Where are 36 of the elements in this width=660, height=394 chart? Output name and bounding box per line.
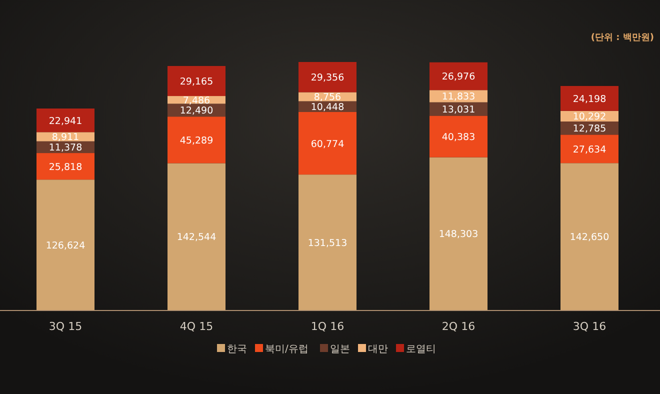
data-label: 27,634 — [572, 144, 606, 156]
data-label: 25,818 — [48, 162, 82, 173]
legend-label: 한국 — [227, 344, 247, 355]
data-label: 29,165 — [180, 76, 214, 88]
x-tick-label: 1Q 16 — [310, 320, 344, 333]
x-tick-label: 3Q 16 — [572, 320, 606, 333]
data-label: 142,650 — [570, 232, 610, 244]
data-label: 12,490 — [180, 106, 214, 117]
x-tick-label: 3Q 15 — [48, 320, 82, 333]
legend-label: 대만 — [368, 344, 388, 355]
data-label: 45,289 — [180, 135, 214, 146]
data-label: 11,378 — [48, 142, 82, 154]
data-label: 24,198 — [572, 94, 606, 105]
data-label: 22,941 — [48, 116, 82, 127]
data-label: 142,544 — [176, 232, 216, 244]
data-label: 131,513 — [308, 238, 348, 249]
data-label: 7,486 — [182, 95, 210, 106]
legend-label: 일본 — [330, 344, 350, 355]
data-label: 148,303 — [438, 229, 478, 240]
data-label: 126,624 — [46, 240, 86, 252]
data-label: 60,774 — [310, 138, 344, 150]
data-label: 8,756 — [314, 92, 342, 104]
x-tick-label: 4Q 15 — [180, 320, 214, 333]
legend-label: 북미/유럽 — [265, 344, 308, 355]
data-label: 12,785 — [572, 124, 606, 135]
data-label: 26,976 — [442, 72, 476, 83]
data-label: 10,448 — [310, 102, 344, 114]
x-tick-label: 2Q 16 — [442, 320, 476, 333]
data-label: 29,356 — [310, 72, 344, 84]
legend-label: 로열티 — [406, 344, 436, 355]
text: (단위 : 백만원) — [590, 33, 654, 43]
data-label: 13,031 — [442, 104, 476, 116]
data-label: 8,911 — [52, 132, 80, 144]
data-label: 40,383 — [442, 132, 476, 143]
data-label: 11,833 — [442, 92, 476, 103]
data-label: 10,292 — [572, 112, 606, 123]
